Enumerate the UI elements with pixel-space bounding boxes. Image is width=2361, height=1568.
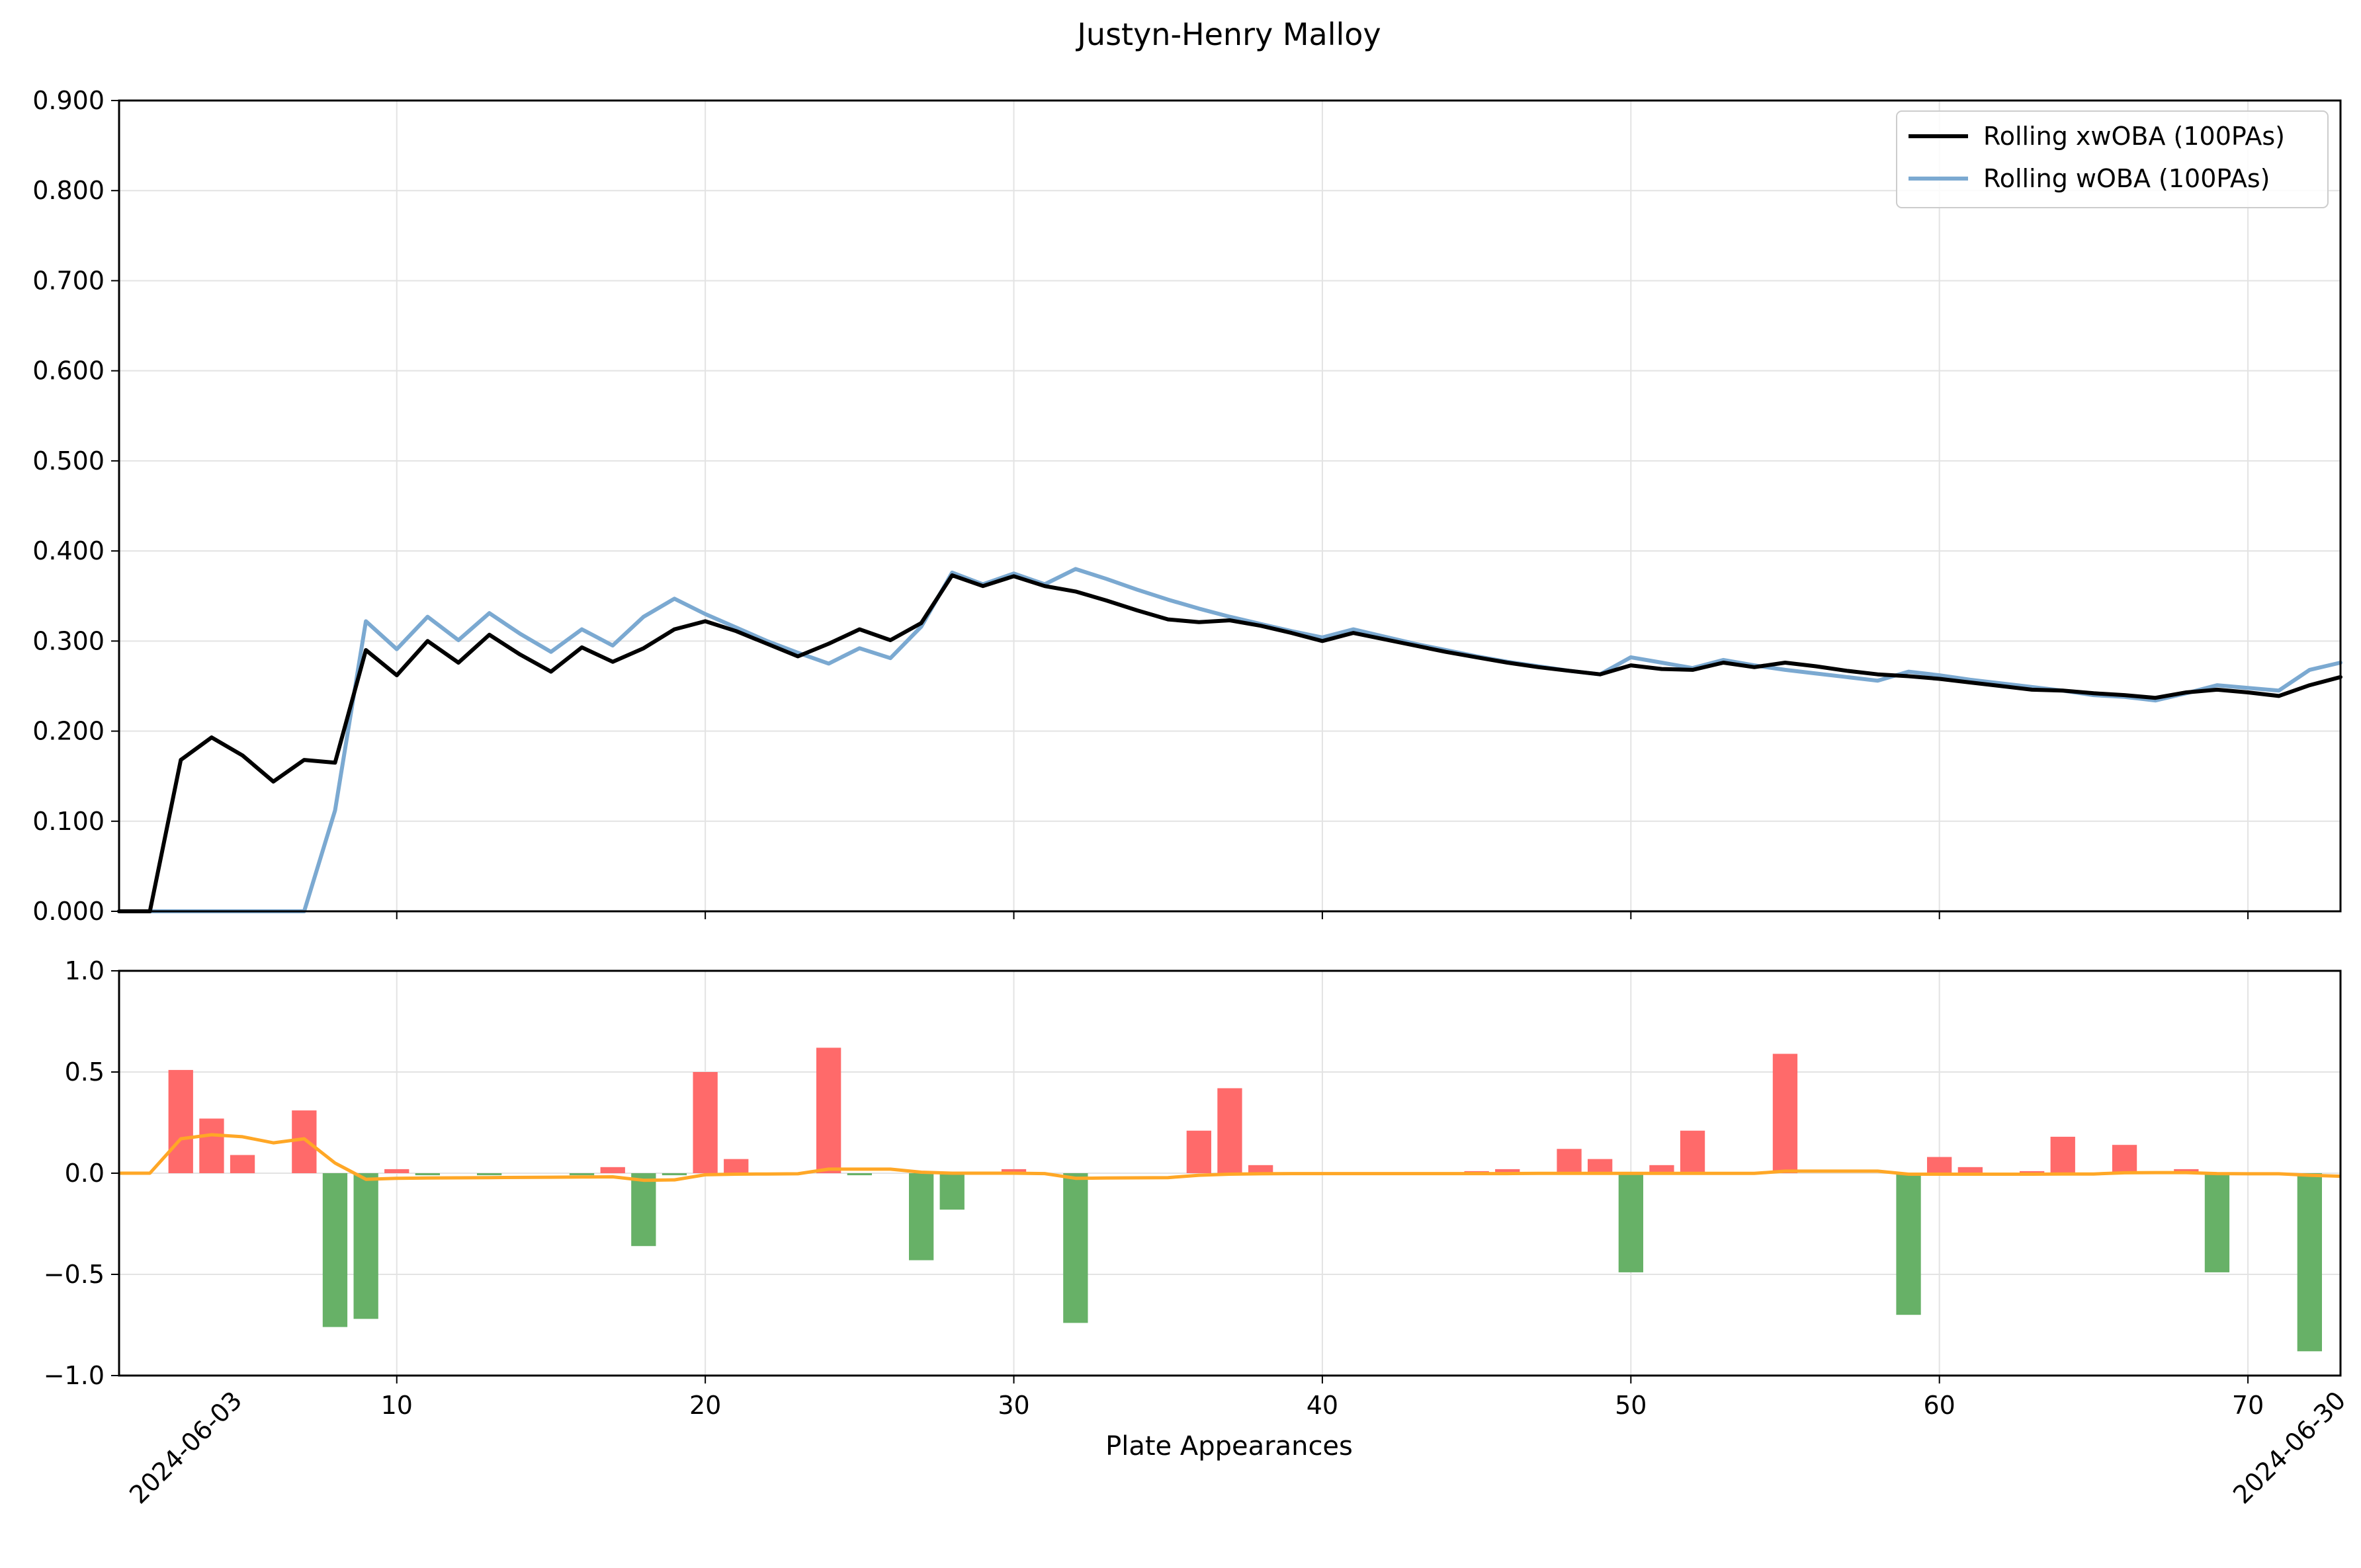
top-y-tick-label: 0.600 [32, 356, 105, 386]
rolling-difference-line [119, 1133, 2341, 1182]
difference-bar [693, 1072, 718, 1173]
bottom-y-tick-label: 1.0 [65, 956, 105, 985]
difference-bar [662, 1173, 687, 1176]
bottom-y-tick-label: 0.0 [65, 1159, 105, 1188]
difference-bar [292, 1110, 317, 1173]
difference-bar [1957, 1167, 1983, 1173]
difference-bar [1896, 1173, 1921, 1315]
difference-bar [1588, 1159, 1613, 1173]
bottom-y-ticks: 1.0 0.5 0.0 −0.5 −1.0 [44, 956, 119, 1390]
difference-bar [1001, 1169, 1027, 1173]
difference-bar [1063, 1173, 1088, 1323]
difference-bar [1186, 1130, 1211, 1173]
top-y-tick-label: 0.200 [32, 717, 105, 746]
top-y-tick-label: 0.300 [32, 626, 105, 655]
difference-bar [2020, 1171, 2045, 1173]
xwoba-line [117, 573, 2342, 913]
top-plot-frame [118, 99, 2342, 913]
difference-bar [847, 1173, 872, 1176]
x-tick-label: 70 [2232, 1391, 2264, 1420]
top-panel: 0.000 0.100 0.200 0.300 0.400 0.500 0.600 0.700… [32, 86, 2342, 926]
difference-bar [939, 1173, 965, 1210]
x-tick-label: 10 [381, 1391, 413, 1420]
x-tick-label: 20 [689, 1391, 721, 1420]
difference-bar [1649, 1165, 1674, 1173]
bottom-rolling-line [119, 1133, 2341, 1182]
bottom-y-tick-label: 0.5 [65, 1057, 105, 1087]
bottom-x-ticks: 10 20 30 40 50 60 70 [381, 1376, 2264, 1420]
difference-bar [1248, 1165, 1273, 1173]
difference-bar [909, 1173, 934, 1260]
woba-line [117, 567, 2342, 913]
difference-bar [600, 1167, 625, 1173]
x-tick-label: 40 [1307, 1391, 1338, 1420]
difference-bar [415, 1173, 440, 1176]
legend-box [1896, 110, 2329, 208]
difference-bar [2050, 1136, 2075, 1173]
difference-bar [631, 1173, 656, 1247]
difference-bar [1927, 1157, 1952, 1173]
bottom-panel: 1.0 0.5 0.0 −0.5 −1.0 10 20 30 40 50 60 70 [44, 956, 2342, 1420]
top-x-ticks [396, 911, 2249, 919]
top-lines [117, 567, 2342, 913]
legend-label-xwoba: Rolling xwOBA (100PAs) [1983, 122, 2285, 151]
bottom-bars [168, 1048, 2322, 1352]
chart-title: Justyn-Henry Malloy [1075, 17, 1381, 52]
difference-bar [1495, 1169, 1520, 1173]
x-tick-label: 30 [998, 1391, 1029, 1420]
difference-bar [1217, 1088, 1242, 1173]
difference-bar [353, 1173, 378, 1319]
bottom-y-tick-label: −1.0 [44, 1361, 105, 1390]
difference-bar [816, 1048, 841, 1173]
top-y-tick-label: 0.700 [32, 266, 105, 295]
top-y-tick-label: 0.900 [32, 86, 105, 115]
difference-bar [384, 1169, 409, 1173]
difference-bar [724, 1159, 749, 1173]
top-y-ticks: 0.000 0.100 0.200 0.300 0.400 0.500 0.600 0.700… [32, 86, 119, 926]
x-tick-label: 50 [1615, 1391, 1647, 1420]
difference-bar [1772, 1053, 1798, 1173]
difference-bar [1557, 1149, 1582, 1173]
x-axis-label: Plate Appearances [1105, 1431, 1353, 1462]
top-y-tick-label: 0.800 [32, 176, 105, 205]
difference-bar [477, 1173, 502, 1176]
top-y-tick-label: 0.400 [32, 536, 105, 565]
difference-bar [168, 1069, 193, 1173]
difference-bar [1618, 1173, 1643, 1272]
difference-bar [199, 1118, 224, 1173]
top-y-tick-label: 0.100 [32, 807, 105, 836]
difference-bar [230, 1155, 255, 1173]
x-tick-label: 60 [1924, 1391, 1955, 1420]
top-y-tick-label: 0.500 [32, 446, 105, 475]
bottom-y-tick-label: −0.5 [44, 1260, 105, 1289]
top-y-tick-label: 0.000 [32, 897, 105, 926]
difference-bar [2204, 1173, 2230, 1272]
difference-bar [1680, 1130, 1705, 1173]
difference-bar [569, 1173, 595, 1176]
difference-bar [2112, 1145, 2137, 1173]
difference-bar [2297, 1173, 2322, 1352]
difference-bar [322, 1173, 348, 1327]
legend: Rolling xwOBA (100PAs) Rolling wOBA (100… [1896, 110, 2329, 208]
legend-label-woba: Rolling wOBA (100PAs) [1983, 164, 2270, 193]
